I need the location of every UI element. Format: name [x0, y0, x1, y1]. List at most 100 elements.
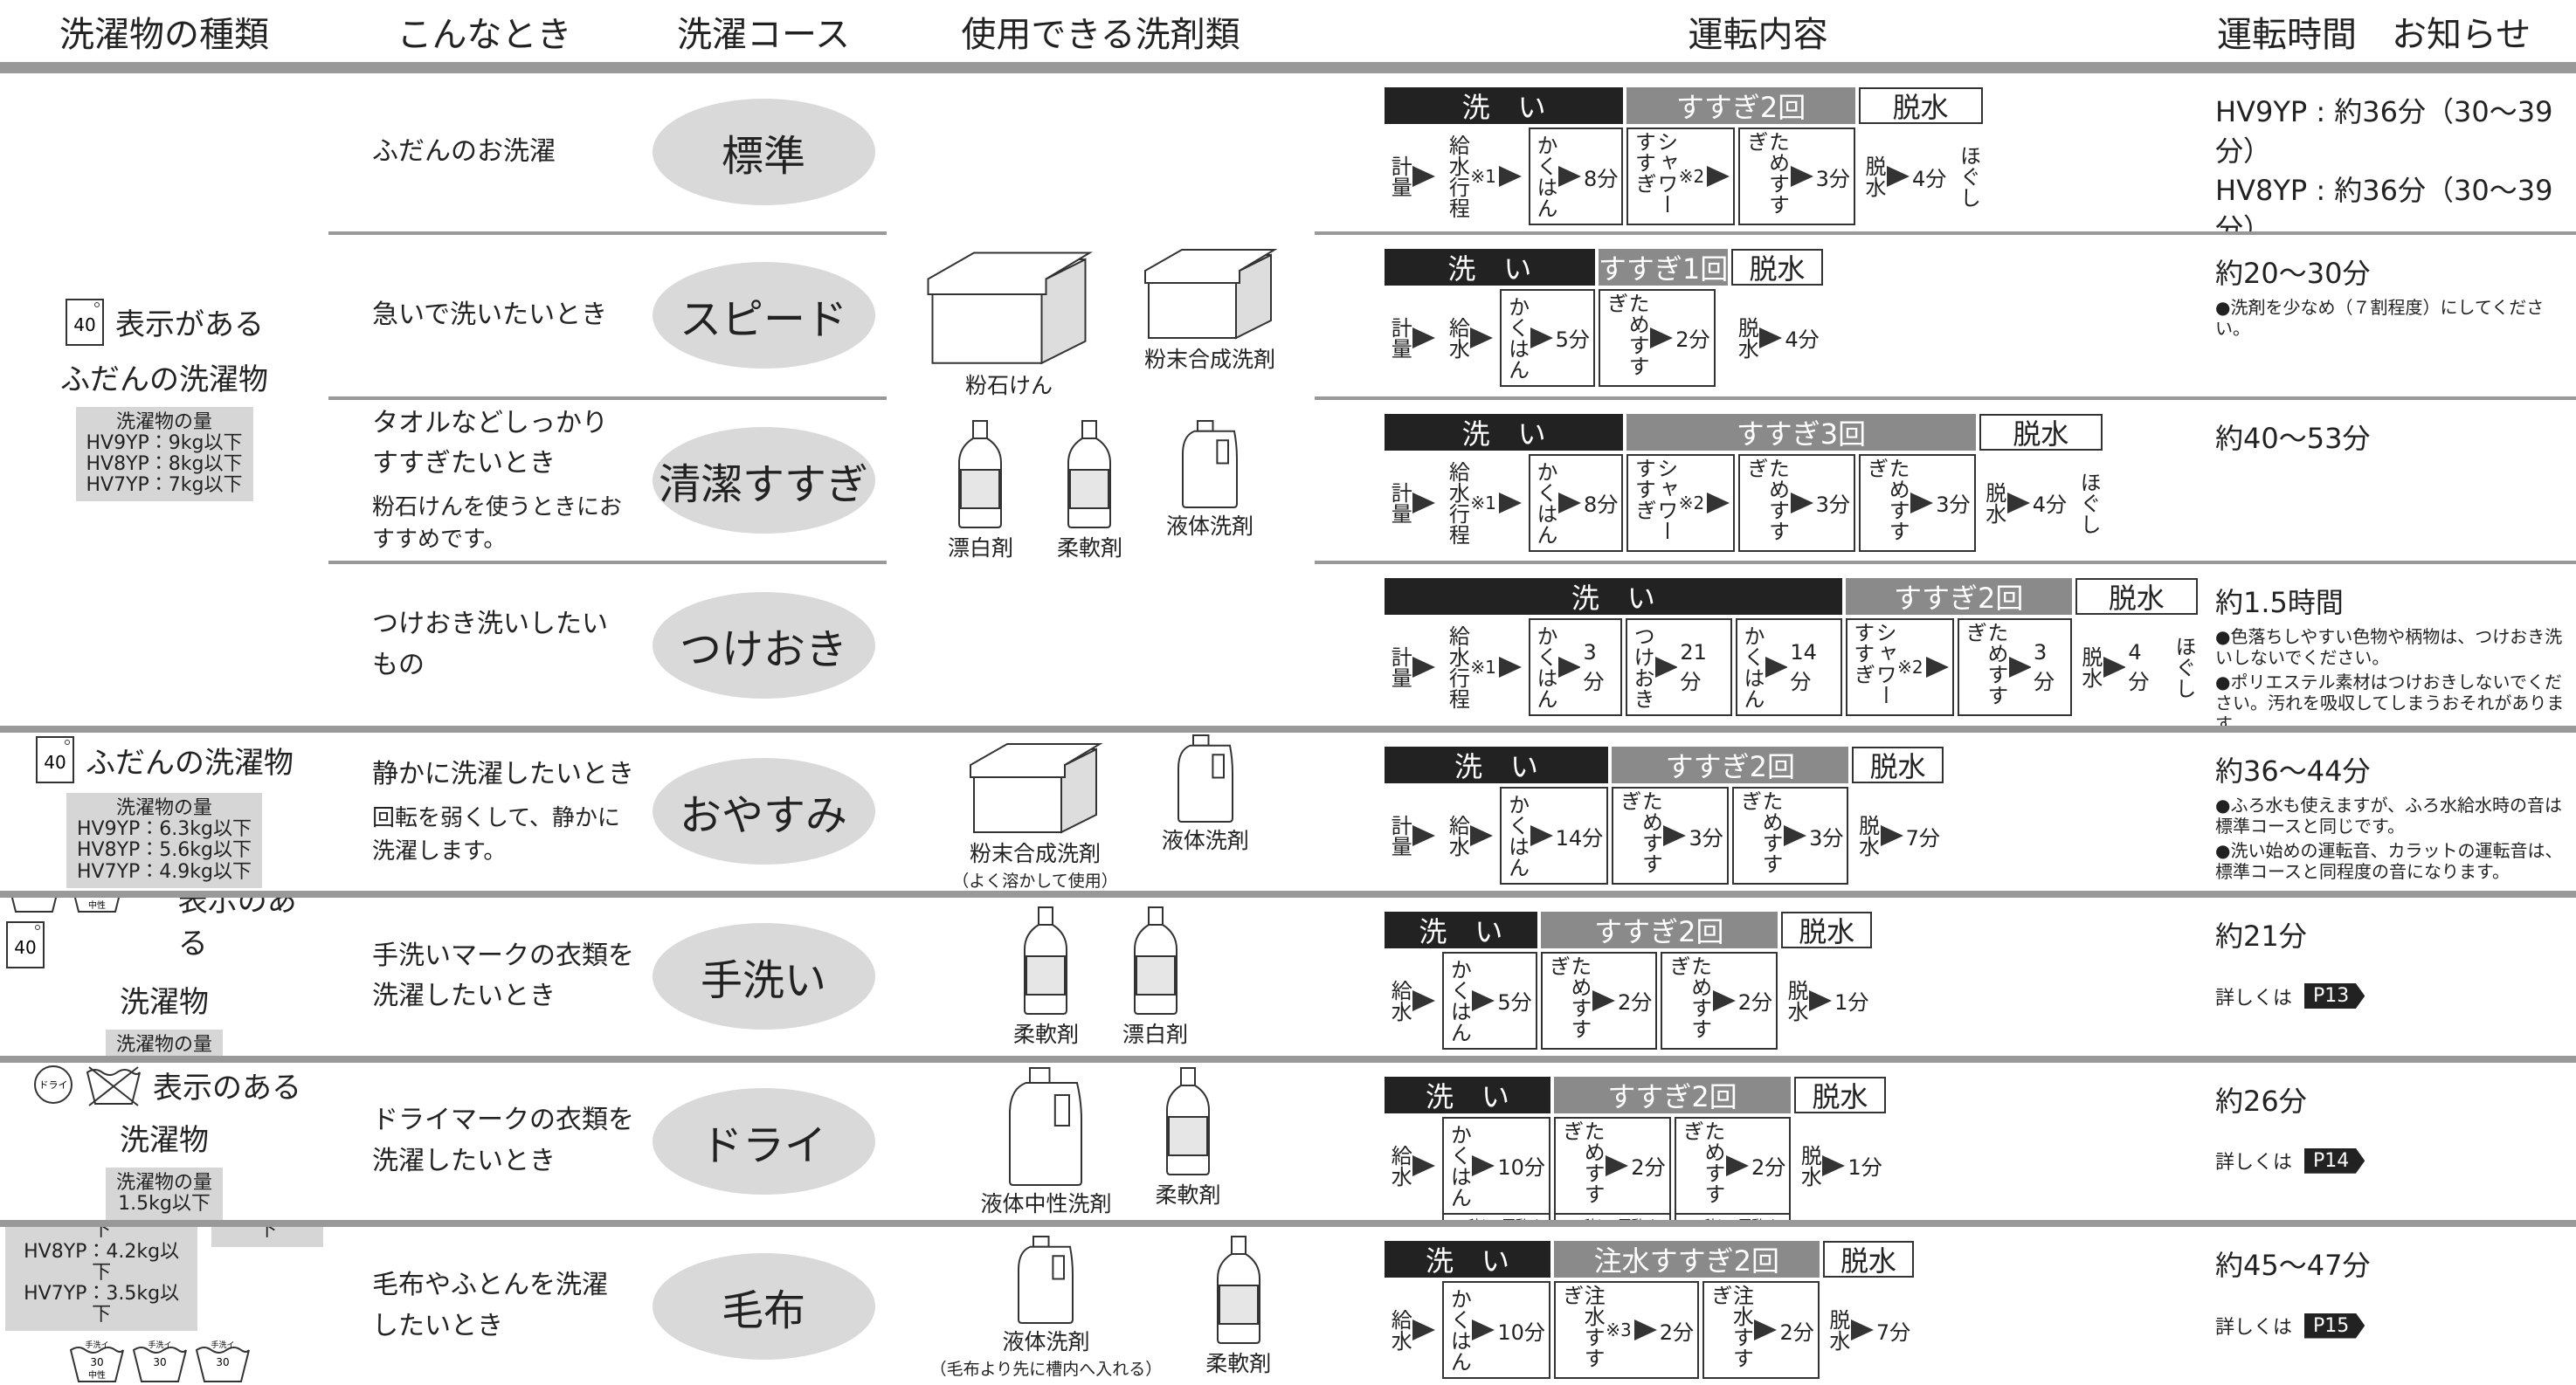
icon-shape [1558, 166, 1582, 187]
course-button[interactable]: スピード [652, 262, 875, 369]
detergent: 液体洗剤 [1162, 733, 1249, 891]
step: かくはん 10分 [1442, 1116, 1550, 1215]
icon-text: 40 [73, 314, 95, 335]
flow-arrow [1472, 1320, 1495, 1341]
icon-text: ドライ [39, 1079, 68, 1091]
step-label: ためすすぎ [1558, 1120, 1606, 1204]
page-badge[interactable]: P13 [2304, 983, 2365, 1009]
step: 給水 [1385, 952, 1439, 1050]
phase-header: 脱水 [1731, 248, 1823, 286]
step-label: 脱水 [1784, 979, 1809, 1022]
step-wrap: 脱水 1分 [1781, 952, 1872, 1050]
flow-arrow [1633, 1320, 1657, 1341]
step-wrap: ためすすぎ 3分 [1957, 618, 2072, 717]
phase: 洗 い計量 給水 かくはん 5分 [1385, 248, 1599, 387]
icon-text: 30 [216, 1356, 229, 1368]
step-wrap: ためすすぎ 2分 10秒に1回動く [1674, 1116, 1792, 1221]
step: 脱水 4分 [2075, 618, 2165, 716]
step: 計量 [1385, 618, 1439, 716]
step-label: 脱水 [1797, 1144, 1822, 1187]
amount-text: 洗濯物の量 [115, 410, 212, 433]
phase: 脱水 脱水 1分 [1794, 1076, 1889, 1221]
step-label: 給水 [1445, 815, 1470, 857]
amount-boxes: 洗濯物の量 HV9YP：6.3kg以下 HV8YP：5.6kg以下 HV7YP：4.9… [66, 793, 262, 888]
page-badge[interactable]: P15 [2304, 1313, 2365, 1339]
course-button[interactable]: 清潔すすぎ [652, 426, 875, 534]
step: 脱水 4分 [1979, 454, 2070, 552]
no-wash-icon [86, 1066, 141, 1106]
run-time: HV9YP : 約36分（30〜39分） [2215, 95, 2553, 168]
step-wrap: かくはん 10分 [1442, 1281, 1550, 1380]
course-cell: おやすみ [640, 726, 887, 891]
step-time: 2分 [1751, 1155, 1786, 1180]
step-time: 3分 [1689, 825, 1723, 851]
step-label: 計量 [1387, 646, 1412, 689]
course-button[interactable]: 毛布 [652, 1252, 875, 1360]
course-button[interactable]: おやすみ [652, 758, 875, 865]
step-time: 14分 [1790, 639, 1817, 694]
course-button[interactable]: 標準 [652, 99, 875, 206]
step-wrap: シャワーすすぎ ※2 [1626, 453, 1736, 552]
page-badge[interactable]: P14 [2304, 1147, 2365, 1174]
icon-shape [1809, 989, 1833, 1011]
detergent-bottle-icon [1067, 419, 1112, 528]
detergent-label: 柔軟剤 [1012, 1022, 1079, 1048]
icon-shape [1197, 419, 1214, 432]
step-label: かくはん [1447, 1123, 1472, 1208]
when-text: 静かに洗濯したいとき [372, 759, 634, 790]
detergent: 柔軟剤 [1057, 417, 1122, 562]
course-cell: スピード [640, 231, 887, 396]
step-note: ※3 [1606, 1320, 1632, 1341]
step: ためすすぎ 2分 [1540, 951, 1658, 1050]
phase: 脱水 脱水 4分 [1731, 248, 1826, 387]
course-button[interactable]: 手洗い [652, 923, 875, 1030]
when-note: 回転を弱くして、静かに 洗濯します。 [372, 803, 640, 868]
detergent-label: 液体洗剤 [1166, 513, 1254, 539]
icon-shape [1412, 1320, 1436, 1341]
icon-shape [10, 897, 58, 913]
step-wrap: 注水すすぎ ※3 2分 [1553, 1281, 1700, 1380]
course-button[interactable]: つけおき [652, 591, 875, 699]
operation-cell: 洗 い計量 給水行程 ※1 かくはん 8分 すすぎ2回 シャワーすすぎ ※2 ためすすぎ 3分 脱水… [1315, 66, 2201, 231]
step-wrap: 給水行程 ※1 [1442, 127, 1525, 225]
step-wrap: 計量 [1385, 454, 1439, 552]
step-wrap: ためすすぎ 2分 [1661, 951, 1778, 1050]
step: ためすすぎ 3分 [1957, 618, 2072, 717]
type-label: ふだんの洗濯物 [60, 362, 268, 397]
step-time: 7分 [1905, 825, 1940, 851]
step-time: 8分 [1584, 493, 1619, 517]
detergent-label: 柔軟剤 [1056, 534, 1122, 561]
detergent-bottle-icon [1166, 1066, 1210, 1175]
step-time: 2分 [1618, 990, 1653, 1016]
amount-box: 洗濯物の量 HV9YP：9kg以下 HV8YP：8kg以下 HV7YP：7kg以下 [75, 406, 253, 502]
detergent-box-icon [927, 252, 1094, 364]
column-header: 運転内容 [1315, 0, 2201, 66]
course-button[interactable]: ドライ [652, 1087, 875, 1195]
step: かくはん 8分 [1528, 127, 1624, 225]
operation-flow: 洗 い計量 給水 かくはん 5分 すすぎ1回 ためすすぎ 2分 脱水 脱水 4分 [1385, 248, 2201, 387]
phase-steps: ためすすぎ 2分 10秒に1回動く ためすすぎ 2分 10秒に1回動く [1553, 1116, 1792, 1221]
icon-shape [35, 925, 40, 931]
run-time: 約40〜53分 [2215, 421, 2371, 455]
flow-arrow [1790, 492, 1813, 513]
icon-shape [88, 1066, 139, 1106]
icon-shape [1663, 825, 1687, 846]
amount-text: HV8YP：8kg以下 [86, 453, 243, 475]
phase-header: 洗 い [1385, 578, 1842, 616]
step-label: かくはん [1533, 460, 1558, 545]
detergent-bottle-icon [1024, 906, 1068, 1016]
step-sub: 10秒に1回動く [1674, 1214, 1792, 1221]
step-wrap: シャワーすすぎ ※2 [1626, 127, 1736, 225]
detergent-note: （毛布より先に槽内へ入れる） [929, 1359, 1163, 1379]
when-text: ふだんのお洗濯 [372, 136, 556, 168]
flow-arrow [1498, 657, 1522, 679]
step-wrap: ためすすぎ 3分 [1612, 787, 1729, 885]
icon-shape [73, 897, 121, 913]
flow-arrow [1412, 989, 1436, 1011]
step-label: かくはん [1504, 295, 1530, 380]
icon-text: 40 [14, 937, 36, 958]
flow-arrow [1887, 166, 1910, 187]
icon-shape [1054, 1093, 1071, 1127]
